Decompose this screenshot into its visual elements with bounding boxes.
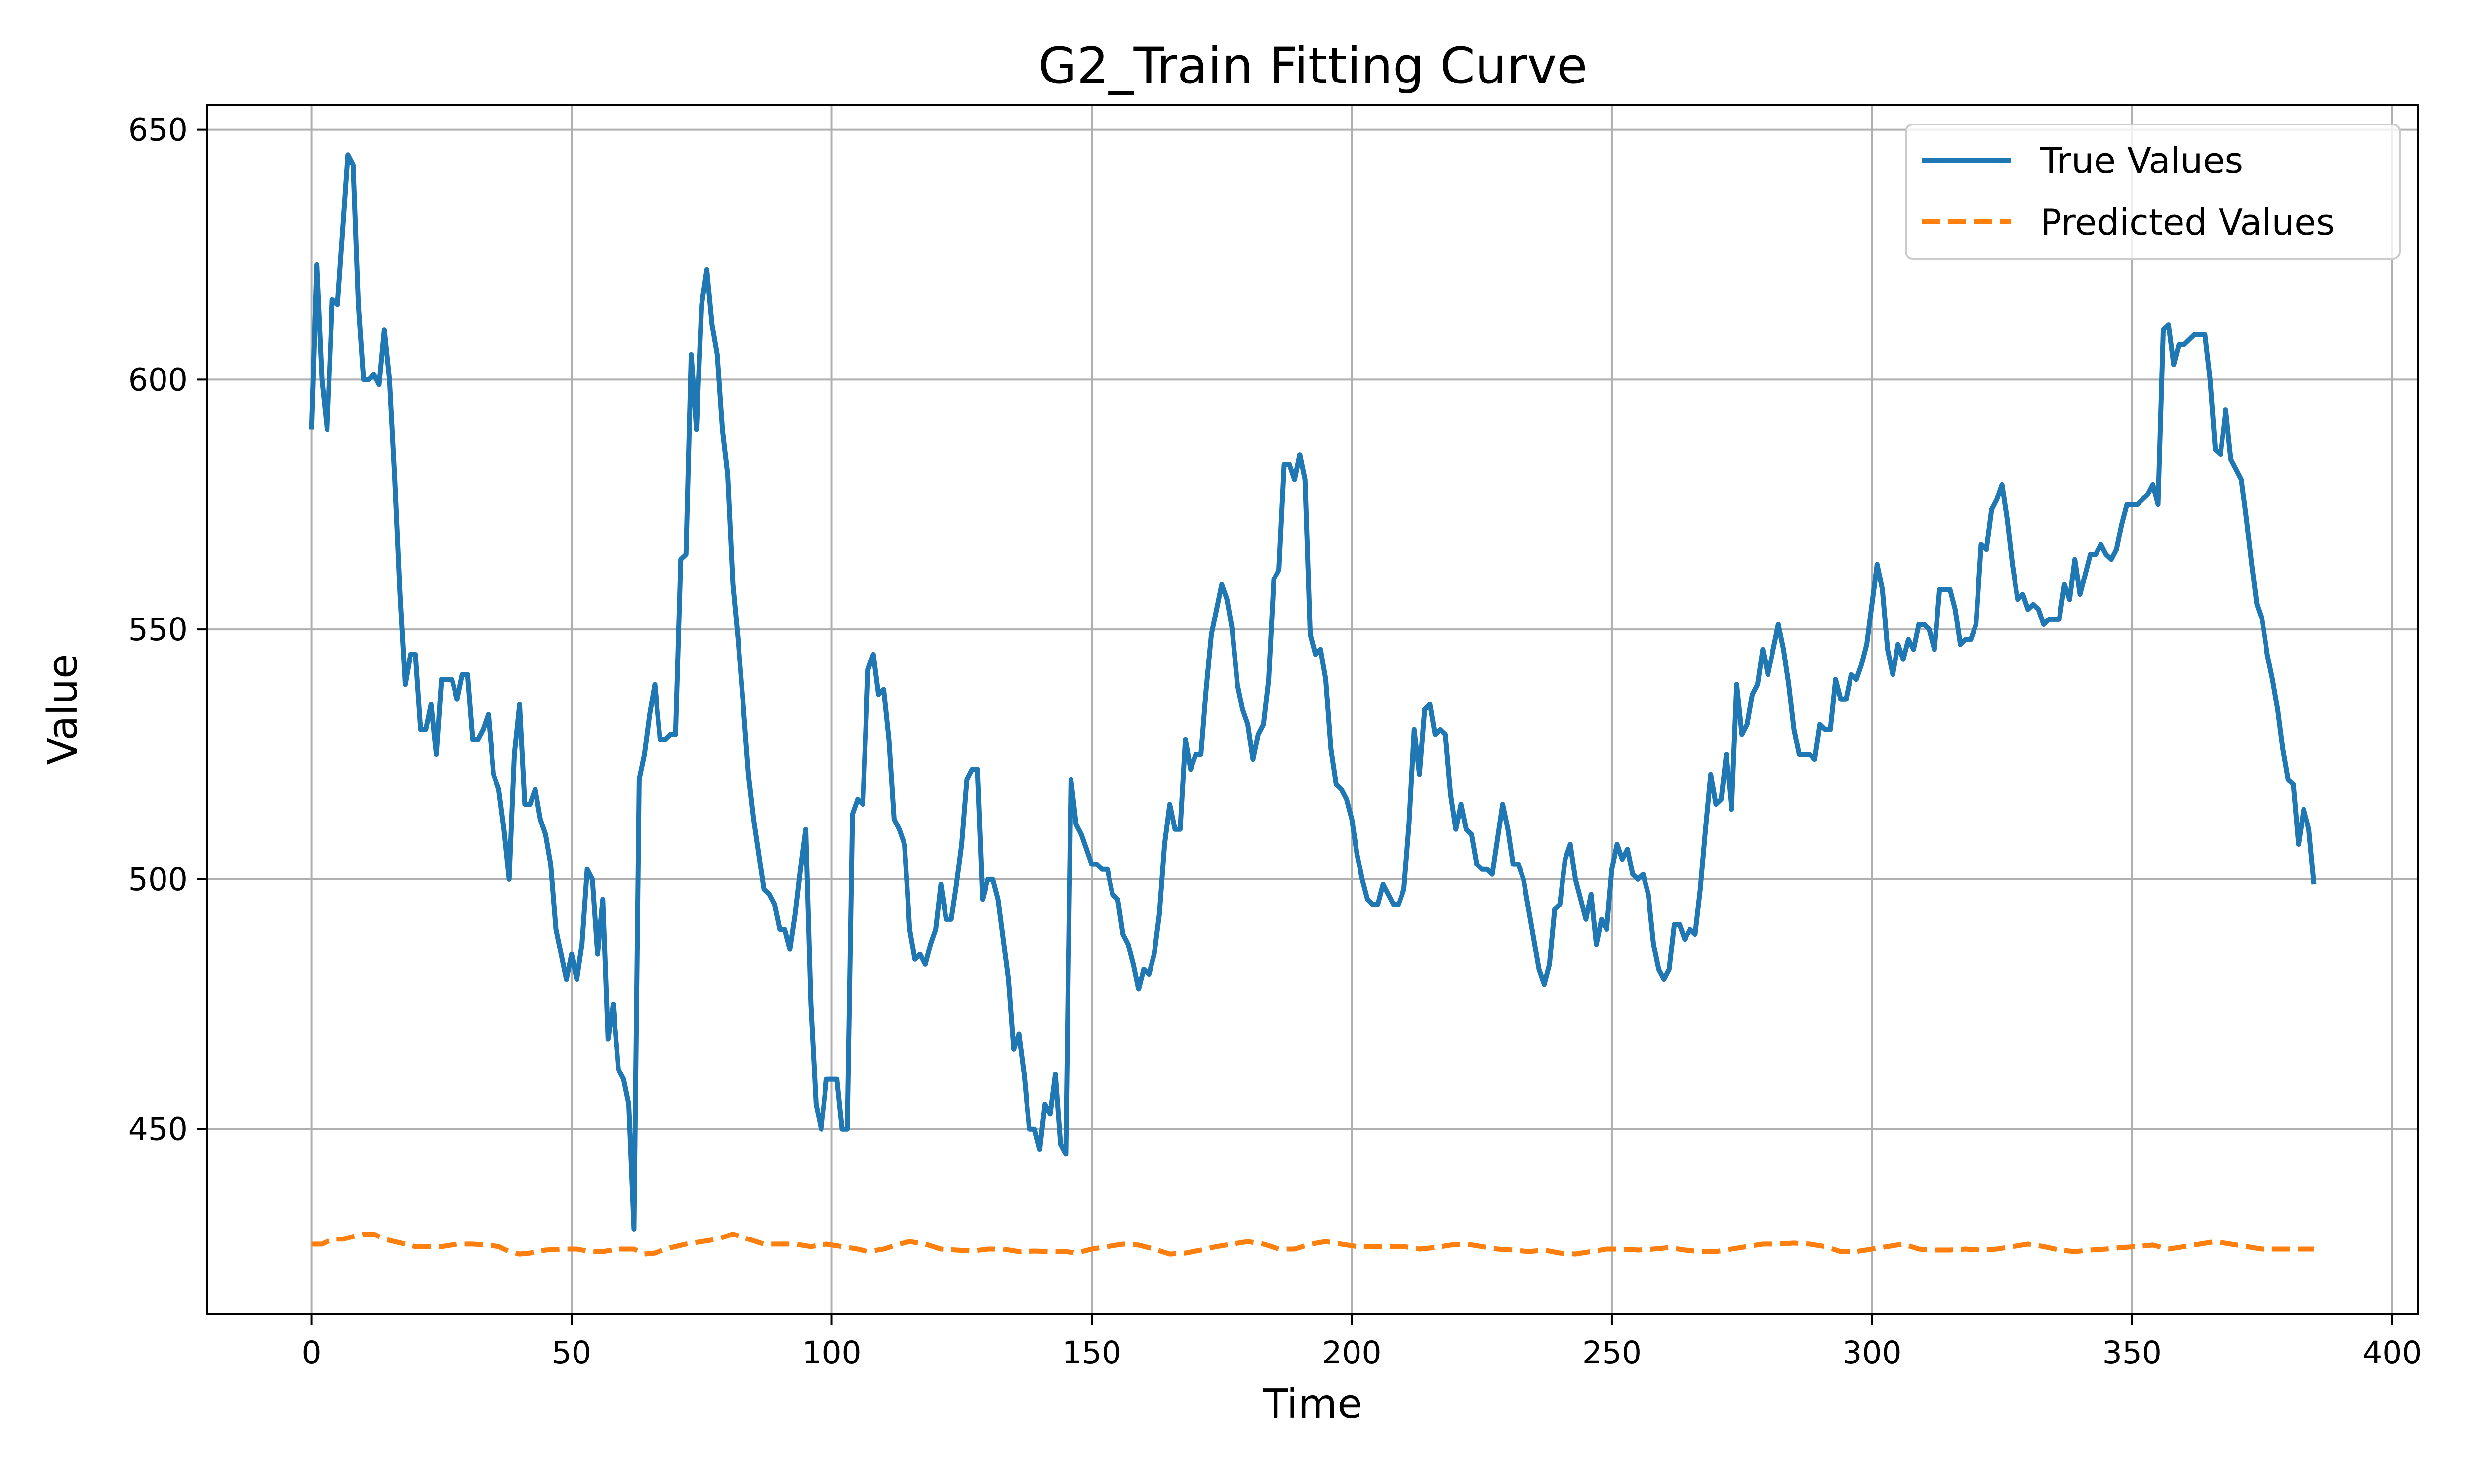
- y-tick-label: 600: [128, 362, 188, 398]
- y-tick-label: 650: [128, 112, 188, 148]
- x-tick-label: 150: [1062, 1335, 1121, 1371]
- x-tick-label: 250: [1582, 1335, 1642, 1371]
- axis-ticks: 0 50 100 150 200 250 300 350 400 450 500 550 600 650: [128, 112, 2422, 1371]
- grid: [207, 105, 2418, 1314]
- x-tick-label: 0: [302, 1335, 322, 1371]
- y-axis-label: Value: [40, 654, 86, 765]
- y-tick-label: 500: [128, 862, 188, 898]
- x-tick-label: 300: [1842, 1335, 1901, 1371]
- legend-box: [1905, 124, 2401, 260]
- x-tick-label: 100: [802, 1335, 861, 1371]
- legend: True Values Predicted Values: [1905, 124, 2401, 260]
- y-tick-label: 450: [128, 1112, 188, 1148]
- legend-label: Predicted Values: [2040, 202, 2335, 243]
- plot-frame: [206, 104, 2419, 1315]
- x-tick-label: 400: [2362, 1335, 2422, 1371]
- x-tick-label: 350: [2102, 1335, 2162, 1371]
- chart-title: G2_Train Fitting Curve: [1038, 37, 1588, 95]
- series-layer: [309, 152, 2317, 1257]
- legend-label: True Values: [2040, 140, 2243, 181]
- x-tick-label: 200: [1322, 1335, 1381, 1371]
- x-axis-label: Time: [1263, 1381, 1362, 1428]
- y-tick-label: 550: [128, 612, 188, 648]
- x-tick-label: 50: [552, 1335, 591, 1371]
- series-line-predicted-values: [311, 1232, 2314, 1257]
- series-line-true-values: [309, 152, 2317, 1232]
